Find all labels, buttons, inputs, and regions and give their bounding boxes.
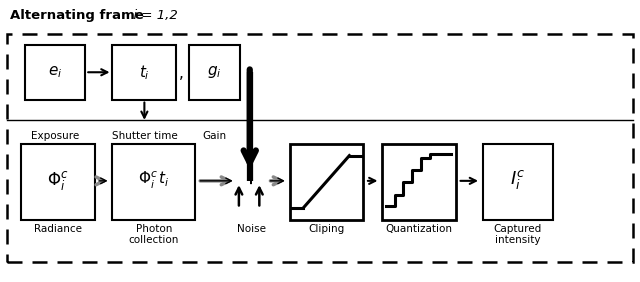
Text: Gain: Gain: [203, 131, 227, 141]
Bar: [113, 45, 176, 100]
Text: $g_i$: $g_i$: [207, 64, 222, 80]
Text: Noise: Noise: [237, 224, 266, 234]
Bar: [483, 144, 553, 220]
Text: Photon
collection: Photon collection: [129, 224, 179, 245]
Text: $e_i$: $e_i$: [48, 64, 62, 80]
Bar: [22, 144, 95, 220]
Text: Shutter time: Shutter time: [111, 131, 177, 141]
Text: Radiance: Radiance: [34, 224, 82, 234]
Bar: [382, 144, 456, 220]
Bar: [113, 144, 195, 220]
Text: Captured
intensity: Captured intensity: [494, 224, 542, 245]
Text: Alternating frame: Alternating frame: [10, 9, 144, 22]
Text: ,: ,: [179, 66, 184, 81]
Text: $I_i^c$: $I_i^c$: [510, 169, 525, 192]
Text: $t_i$: $t_i$: [139, 63, 150, 81]
Bar: [7, 34, 633, 262]
Bar: [25, 45, 85, 100]
Text: Cliping: Cliping: [308, 224, 344, 234]
Text: Quantization: Quantization: [385, 224, 452, 234]
Text: i = 1,2: i = 1,2: [125, 9, 178, 22]
Text: $\Phi_i^c$: $\Phi_i^c$: [47, 169, 69, 192]
Bar: [189, 45, 240, 100]
Text: $\Phi_i^c\,t_i$: $\Phi_i^c\,t_i$: [138, 170, 170, 191]
Text: Exposure: Exposure: [31, 131, 79, 141]
Bar: [290, 144, 363, 220]
